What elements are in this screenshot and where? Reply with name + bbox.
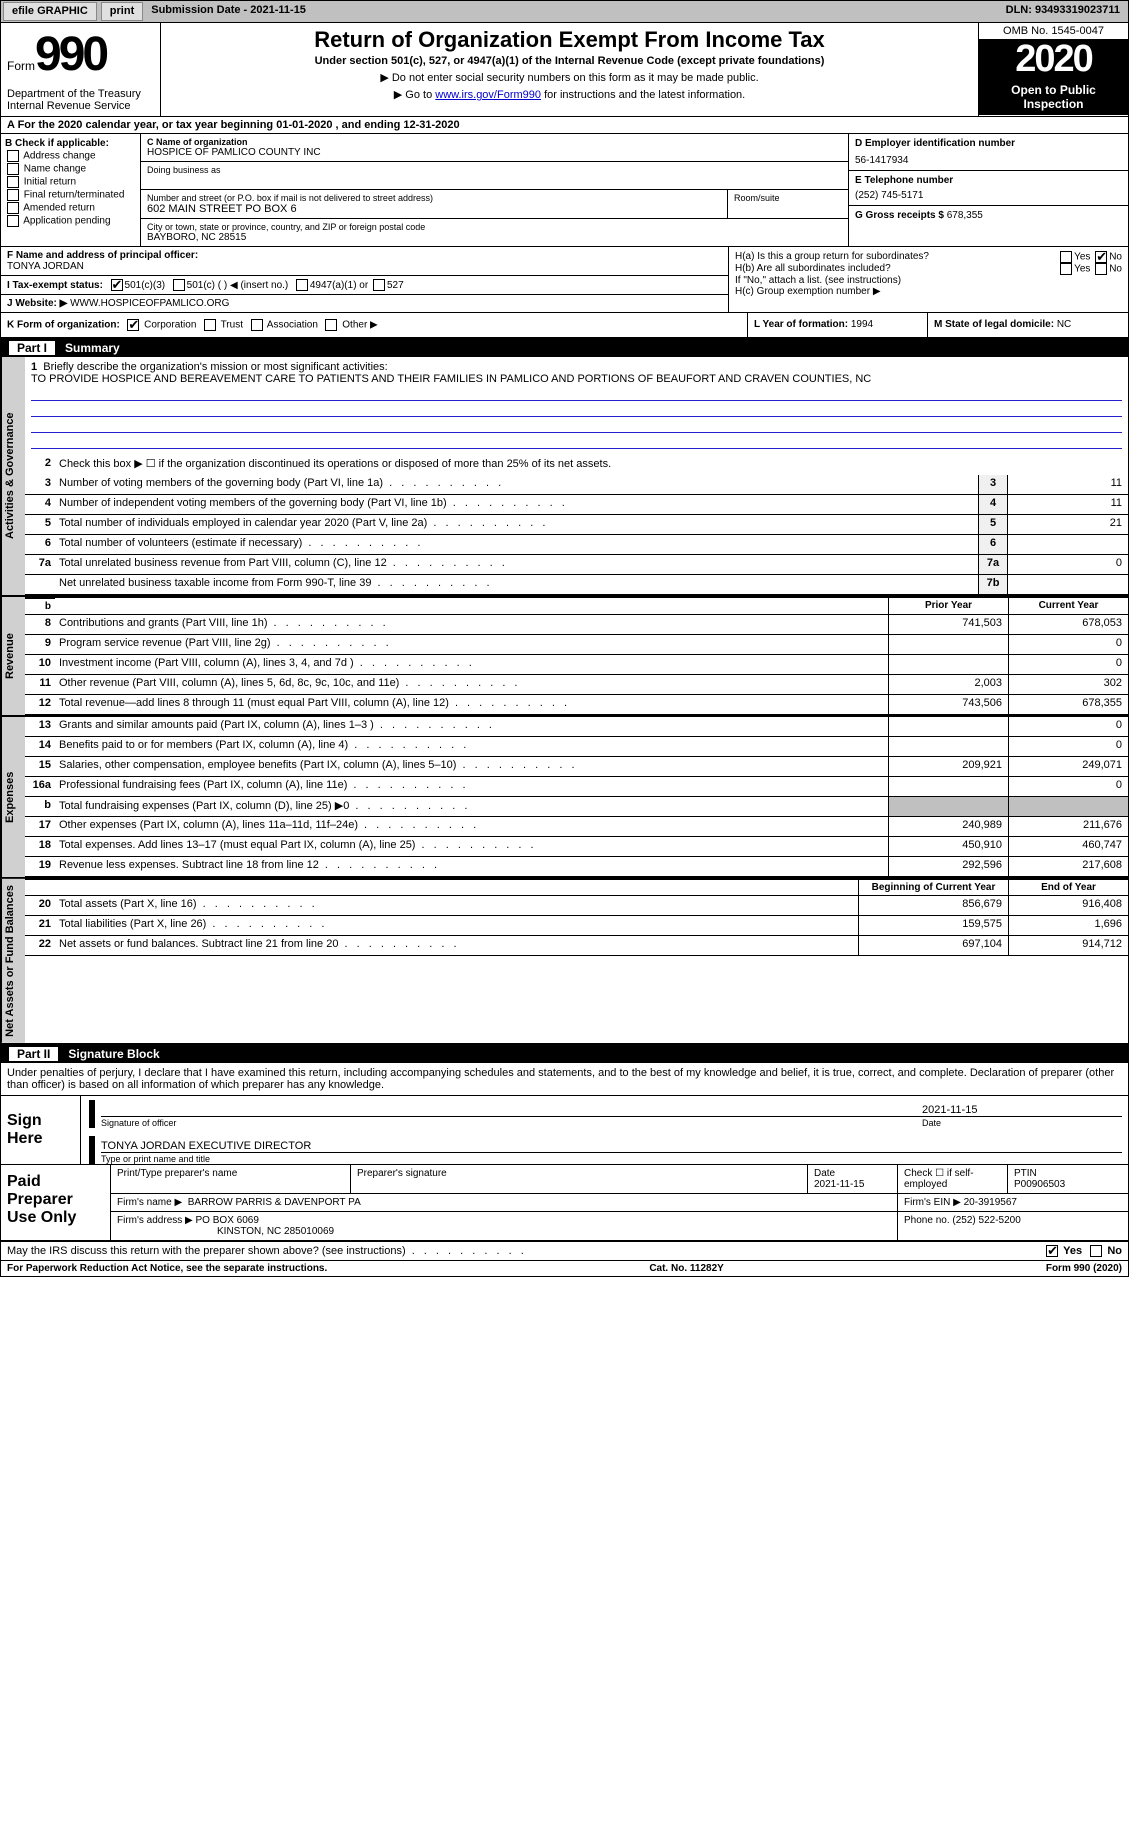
- data-line: 10Investment income (Part VIII, column (…: [25, 655, 1128, 675]
- box-b: B Check if applicable: Address change Na…: [1, 134, 141, 246]
- form-number: Form990: [7, 27, 154, 82]
- data-line: 18Total expenses. Add lines 13–17 (must …: [25, 837, 1128, 857]
- gov-line: 4Number of independent voting members of…: [25, 495, 1128, 515]
- data-line: 12Total revenue—add lines 8 through 11 (…: [25, 695, 1128, 715]
- city-row: City or town, state or province, country…: [141, 219, 848, 246]
- governance-section: Activities & Governance 1 Briefly descri…: [1, 357, 1128, 597]
- sign-here-row: Sign Here 2021-11-15 Signature of office…: [1, 1096, 1128, 1165]
- form990-link[interactable]: www.irs.gov/Form990: [435, 89, 541, 101]
- print-button[interactable]: print: [101, 2, 143, 21]
- submission-date: Submission Date - 2021-11-15: [145, 1, 312, 22]
- form-subtitle-2: ▶ Do not enter social security numbers o…: [169, 71, 970, 84]
- org-name: HOSPICE OF PAMLICO COUNTY INC: [147, 147, 842, 158]
- data-line: 15Salaries, other compensation, employee…: [25, 757, 1128, 777]
- data-line: 20Total assets (Part X, line 16)856,6799…: [25, 896, 1128, 916]
- box-h: H(a) Is this a group return for subordin…: [728, 247, 1128, 312]
- data-line: 19Revenue less expenses. Subtract line 1…: [25, 857, 1128, 877]
- efile-button[interactable]: efile GRAPHIC: [3, 2, 97, 21]
- website-row: J Website: ▶ WWW.HOSPICEOFPAMLICO.ORG: [1, 295, 728, 312]
- gov-line: Net unrelated business taxable income fr…: [25, 575, 1128, 595]
- page-footer: For Paperwork Reduction Act Notice, see …: [1, 1261, 1128, 1276]
- data-line: 8Contributions and grants (Part VIII, li…: [25, 615, 1128, 635]
- period-row: A For the 2020 calendar year, or tax yea…: [1, 117, 1128, 134]
- prior-current-header: b Prior Year Current Year: [25, 597, 1128, 615]
- gross-receipts: G Gross receipts $ 678,355: [849, 206, 1128, 225]
- revenue-section: Revenue b Prior Year Current Year 8Contr…: [1, 597, 1128, 717]
- room-suite: Room/suite: [728, 190, 848, 218]
- gov-line: 5Total number of individuals employed in…: [25, 515, 1128, 535]
- data-line: 17Other expenses (Part IX, column (A), l…: [25, 817, 1128, 837]
- expenses-section: Expenses 13Grants and similar amounts pa…: [1, 717, 1128, 879]
- org-name-row: C Name of organization HOSPICE OF PAMLIC…: [141, 134, 848, 162]
- phone-row: E Telephone number (252) 745-5171: [849, 171, 1128, 206]
- tax-status-row: I Tax-exempt status: 501(c)(3) 501(c) ( …: [1, 276, 728, 295]
- form-subtitle-1: Under section 501(c), 527, or 4947(a)(1)…: [169, 55, 970, 67]
- tax-year: 2020: [979, 40, 1128, 79]
- part-1-header: Part ISummary: [1, 339, 1128, 357]
- open-to-public: Open to Public Inspection: [979, 79, 1128, 115]
- irs-dept: Department of the Treasury Internal Reve…: [7, 82, 154, 112]
- netassets-tab: Net Assets or Fund Balances: [1, 879, 25, 1043]
- data-line: 11Other revenue (Part VIII, column (A), …: [25, 675, 1128, 695]
- expenses-tab: Expenses: [1, 717, 25, 877]
- street-address: Number and street (or P.O. box if mail i…: [141, 190, 728, 218]
- part-2-header: Part IISignature Block: [1, 1045, 1128, 1063]
- korg-row: K Form of organization: Corporation Trus…: [1, 313, 1128, 339]
- revenue-tab: Revenue: [1, 597, 25, 715]
- principal-officer: F Name and address of principal officer:…: [7, 250, 722, 272]
- gov-line: 2Check this box ▶ ☐ if the organization …: [25, 455, 1128, 475]
- data-line: 13Grants and similar amounts paid (Part …: [25, 717, 1128, 737]
- discuss-row: May the IRS discuss this return with the…: [1, 1242, 1128, 1261]
- data-line: 16aProfessional fundraising fees (Part I…: [25, 777, 1128, 797]
- perjury-text: Under penalties of perjury, I declare th…: [1, 1063, 1128, 1096]
- mission-brief: 1 Briefly describe the organization's mi…: [25, 357, 1128, 455]
- data-line: 21Total liabilities (Part X, line 26)159…: [25, 916, 1128, 936]
- data-line: bTotal fundraising expenses (Part IX, co…: [25, 797, 1128, 817]
- dba-row: Doing business as: [141, 162, 848, 190]
- top-toolbar: efile GRAPHIC print Submission Date - 20…: [1, 1, 1128, 23]
- governance-tab: Activities & Governance: [1, 357, 25, 595]
- identity-block: B Check if applicable: Address change Na…: [1, 134, 1128, 247]
- netassets-section: Net Assets or Fund Balances Beginning of…: [1, 879, 1128, 1045]
- form-title: Return of Organization Exempt From Incom…: [169, 27, 970, 53]
- dln: DLN: 93493319023711: [998, 1, 1128, 22]
- begin-end-header: Beginning of Current Year End of Year: [25, 879, 1128, 896]
- gov-line: 3Number of voting members of the governi…: [25, 475, 1128, 495]
- gov-line: 6Total number of volunteers (estimate if…: [25, 535, 1128, 555]
- data-line: 22Net assets or fund balances. Subtract …: [25, 936, 1128, 956]
- form-subtitle-3: ▶ Go to www.irs.gov/Form990 for instruct…: [169, 88, 970, 101]
- data-line: 9Program service revenue (Part VIII, lin…: [25, 635, 1128, 655]
- ein-row: D Employer identification number 56-1417…: [849, 134, 1128, 171]
- paid-preparer: Paid Preparer Use Only Print/Type prepar…: [1, 1165, 1128, 1242]
- gov-line: 7aTotal unrelated business revenue from …: [25, 555, 1128, 575]
- data-line: 14Benefits paid to or for members (Part …: [25, 737, 1128, 757]
- form-header: Form990 Department of the Treasury Inter…: [1, 23, 1128, 117]
